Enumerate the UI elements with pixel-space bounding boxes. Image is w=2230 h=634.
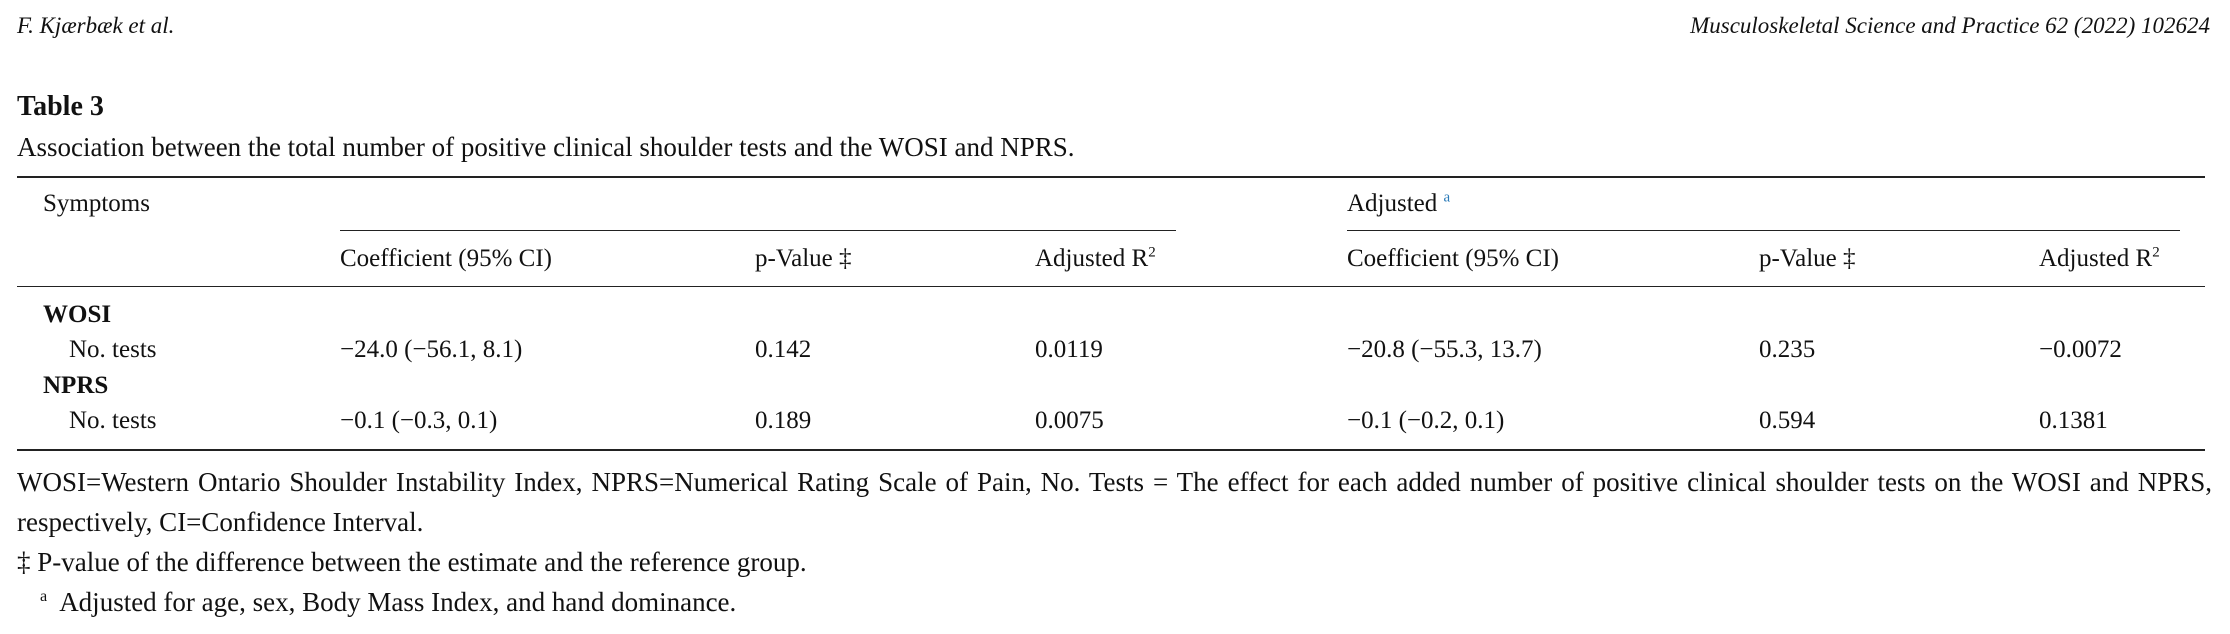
cell: 0.1381 xyxy=(2039,407,2108,434)
column-header: Coefficient (95% CI) xyxy=(340,245,552,272)
cell: 0.235 xyxy=(1759,336,1816,363)
column-header: p-Value ‡ xyxy=(1759,245,1856,272)
column-header: p-Value ‡ xyxy=(755,245,852,272)
cell: −20.8 (−55.3, 13.7) xyxy=(1347,336,1542,363)
cell: 0.142 xyxy=(755,336,812,363)
column-header: Adjusted R2 xyxy=(2039,244,2160,272)
cell: −24.0 (−56.1, 8.1) xyxy=(340,336,523,363)
table-label: Table 3 xyxy=(17,91,104,122)
footnote: WOSI=Western Ontario Shoulder Instabilit… xyxy=(17,467,2212,537)
rule xyxy=(1347,230,2180,231)
running-head-left: F. Kjærbæk et al. xyxy=(17,13,175,38)
section-name: WOSI xyxy=(43,301,112,328)
superscript: 2 xyxy=(1148,244,1156,261)
footnote-text: Adjusted for age, sex, Body Mass Index, … xyxy=(59,587,737,617)
rule xyxy=(17,286,2205,287)
section-name: NPRS xyxy=(43,372,109,399)
column-header: Adjusted R2 xyxy=(1035,244,1156,272)
cell: −0.1 (−0.3, 0.1) xyxy=(340,407,498,434)
cell: 0.189 xyxy=(755,407,812,434)
footnote-ref: a xyxy=(1443,189,1451,206)
footnote: ‡ P-value of the difference between the … xyxy=(17,547,807,577)
row-label: No. tests xyxy=(69,407,157,434)
cell: 0.0075 xyxy=(1035,407,1104,434)
adjusted-header: Adjusted a xyxy=(1347,189,1451,217)
cell: −0.1 (−0.2, 0.1) xyxy=(1347,407,1505,434)
cell: 0.594 xyxy=(1759,407,1816,434)
superscript: 2 xyxy=(2152,244,2160,261)
row-header: Symptoms xyxy=(43,190,150,217)
cell: 0.0119 xyxy=(1035,336,1103,363)
rule xyxy=(340,230,1176,231)
cell: −0.0072 xyxy=(2039,336,2122,363)
column-header: Coefficient (95% CI) xyxy=(1347,245,1559,272)
footnote-mark: a xyxy=(40,587,48,605)
row-label: No. tests xyxy=(69,336,157,363)
rule xyxy=(17,176,2205,178)
rule xyxy=(17,449,2205,451)
table-caption: Association between the total number of … xyxy=(17,132,1075,162)
footnote: a Adjusted for age, sex, Body Mass Index,… xyxy=(40,582,736,622)
running-head-right: Musculoskeletal Science and Practice 62 … xyxy=(1690,13,2210,38)
